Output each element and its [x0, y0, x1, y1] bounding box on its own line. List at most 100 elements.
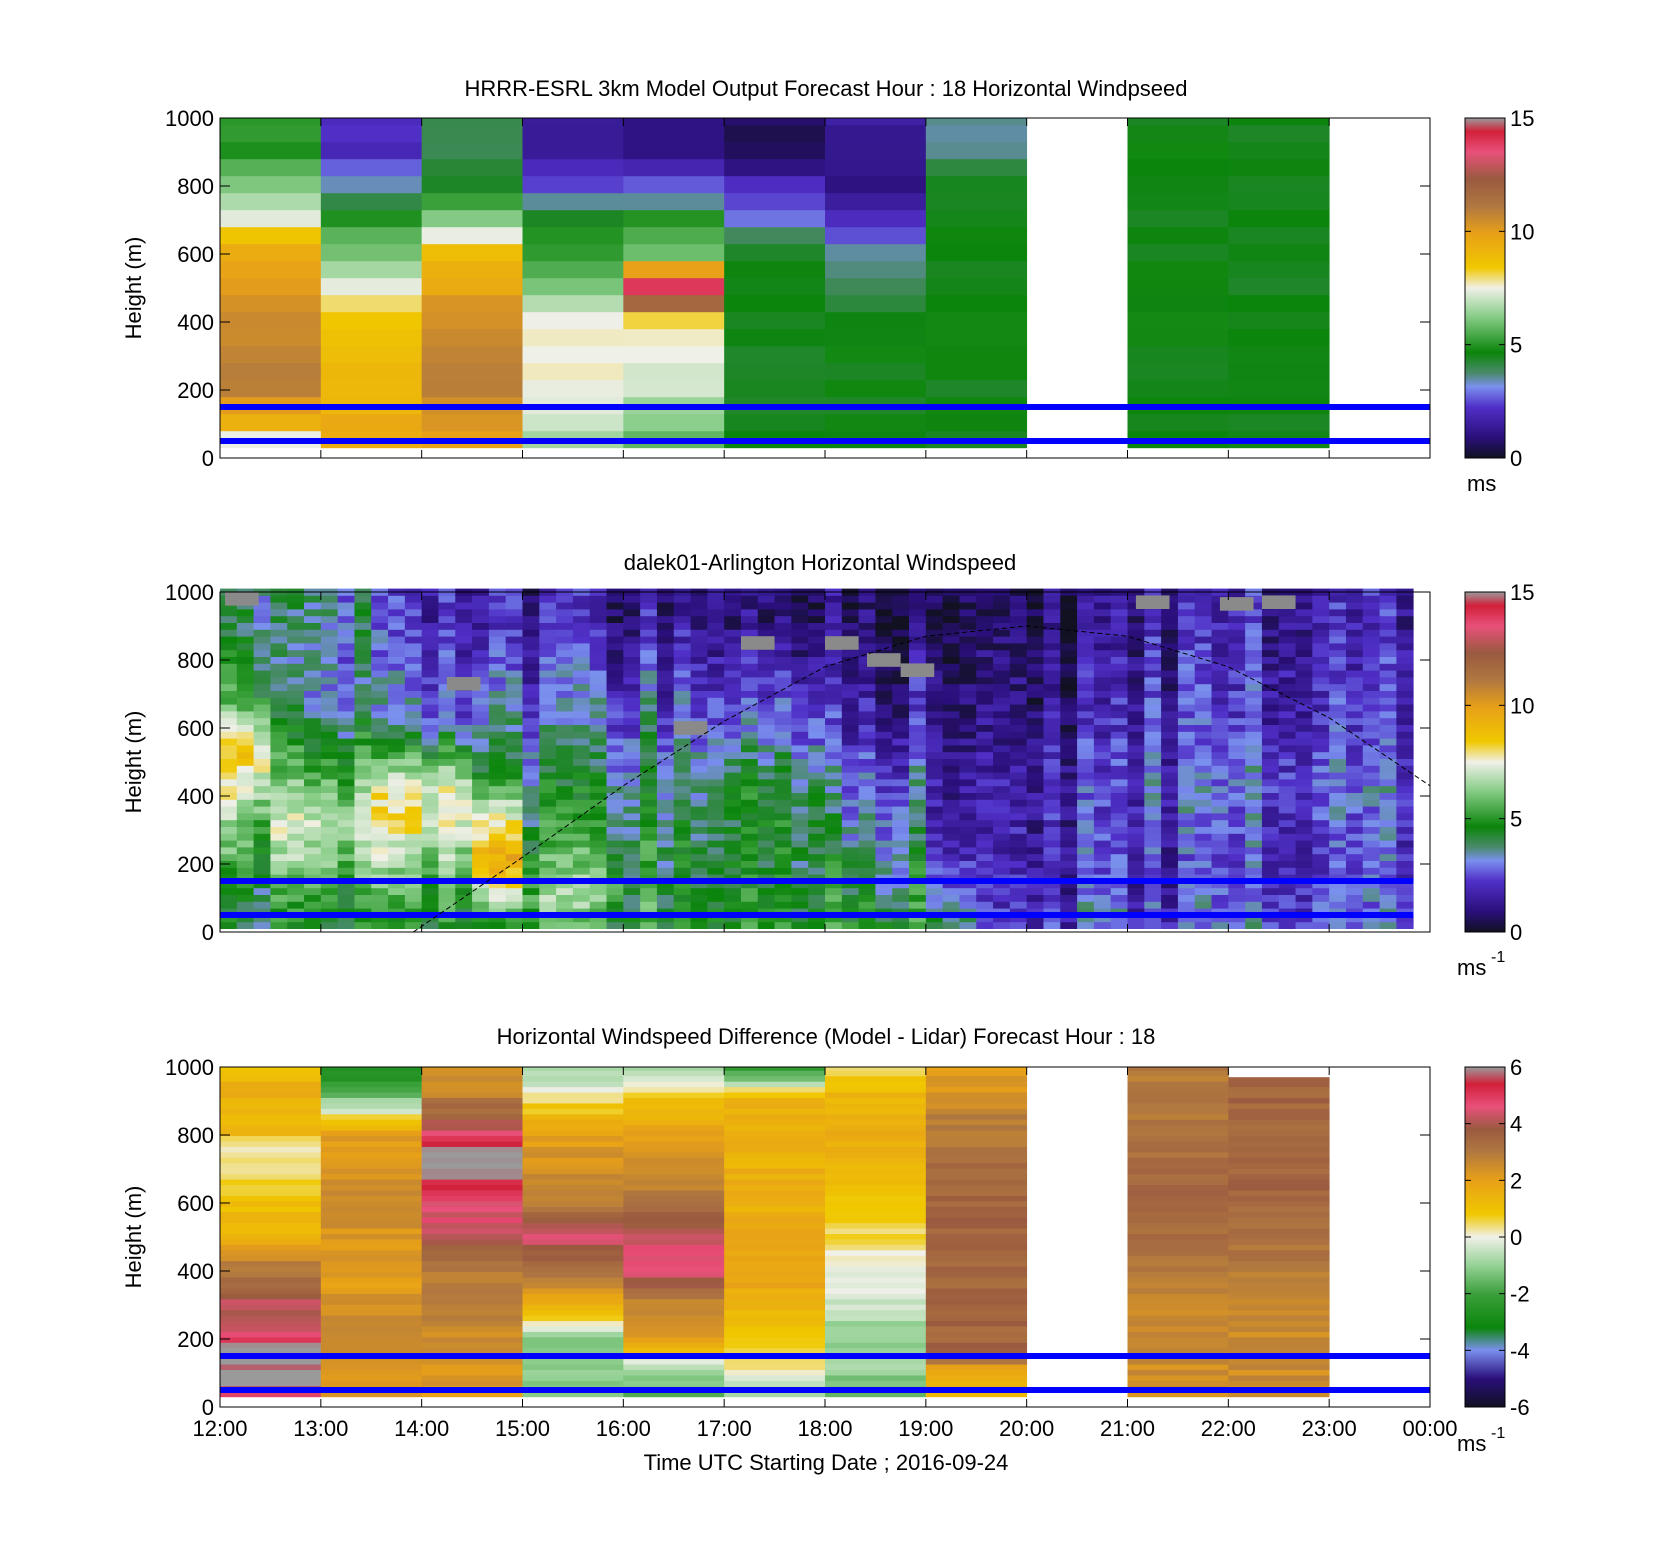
heatmap-cell — [909, 874, 927, 882]
heatmap-cell — [1345, 717, 1364, 725]
heatmap-cell — [623, 602, 641, 610]
heatmap-cell — [1161, 833, 1179, 841]
heatmap-cell — [825, 1097, 927, 1104]
panel-lidar-heatmap — [220, 588, 1414, 929]
heatmap-cell — [808, 724, 826, 732]
heatmap-cell — [1110, 690, 1128, 698]
heatmap-cell — [1329, 765, 1347, 773]
heatmap-cell — [1261, 711, 1280, 719]
heatmap-cell — [1312, 711, 1330, 719]
heatmap-cell — [740, 595, 759, 603]
heatmap-cell — [1194, 908, 1212, 916]
heatmap-cell — [724, 792, 742, 800]
heatmap-cell — [320, 1217, 423, 1224]
heatmap-cell — [421, 670, 439, 678]
heatmap-cell — [253, 785, 271, 793]
heatmap-cell — [623, 158, 725, 177]
heatmap-cell — [388, 602, 406, 610]
y-tick-label: 0 — [202, 446, 214, 471]
heatmap-cell — [875, 840, 893, 848]
heatmap-cell — [1060, 758, 1078, 766]
heatmap-cell — [1093, 887, 1112, 895]
heatmap-cell — [1026, 833, 1044, 841]
heatmap-cell — [925, 609, 944, 617]
heatmap-cell — [354, 697, 372, 705]
heatmap-cell — [354, 785, 372, 793]
heatmap-cell — [556, 731, 574, 739]
heatmap-cell — [707, 881, 725, 889]
heatmap-cell — [993, 670, 1011, 678]
heatmap-cell — [925, 772, 944, 780]
heatmap-cell — [1312, 602, 1330, 610]
heatmap-cell — [1127, 656, 1145, 664]
heatmap-cell — [875, 847, 893, 855]
heatmap-cell — [993, 724, 1011, 732]
heatmap-cell — [1211, 704, 1229, 712]
heatmap-cell — [589, 683, 607, 691]
heatmap-cell — [1009, 874, 1028, 882]
heatmap-cell — [472, 731, 490, 739]
heatmap-cell — [505, 711, 523, 719]
heatmap-cell — [656, 833, 675, 841]
heatmap-cell — [757, 792, 775, 800]
heatmap-cell — [220, 1157, 322, 1164]
heatmap-cell — [1127, 765, 1145, 773]
heatmap-cell — [925, 175, 1028, 194]
heatmap-cell — [1060, 874, 1078, 882]
heatmap-cell — [1245, 833, 1263, 841]
heatmap-cell — [959, 717, 977, 725]
heatmap-cell — [1278, 867, 1296, 875]
heatmap-cell — [925, 1141, 1028, 1147]
heatmap-cell — [522, 1293, 624, 1300]
heatmap-cell — [925, 860, 944, 868]
heatmap-cell — [724, 1217, 826, 1224]
heatmap-cell — [320, 1173, 423, 1180]
heatmap-cell — [1127, 663, 1145, 671]
heatmap-cell — [589, 656, 607, 664]
heatmap-cell — [942, 697, 960, 705]
heatmap-cell — [1127, 1217, 1229, 1224]
heatmap-cell — [925, 1124, 1028, 1131]
heatmap-cell — [354, 908, 372, 916]
heatmap-cell — [1278, 751, 1296, 759]
heatmap-cell — [505, 894, 523, 902]
heatmap-cell — [1026, 853, 1044, 861]
heatmap-cell — [993, 853, 1011, 861]
panel-lidar-title: dalek01-Arlington Horizontal Windspeed — [624, 550, 1017, 575]
heatmap-cell — [623, 1141, 725, 1147]
heatmap-cell — [1127, 1309, 1229, 1316]
heatmap-cell — [1194, 779, 1212, 787]
heatmap-cell — [623, 615, 641, 623]
heatmap-cell — [1295, 799, 1313, 807]
heatmap-cell — [337, 731, 355, 739]
heatmap-cell — [455, 874, 473, 882]
heatmap-cell — [740, 615, 759, 623]
heatmap-cell — [287, 826, 305, 834]
heatmap-cell — [220, 826, 238, 834]
heatmap-cell — [1144, 799, 1162, 807]
heatmap-cell — [724, 643, 742, 651]
heatmap-cell — [1228, 1092, 1330, 1098]
heatmap-cell — [337, 901, 355, 909]
heatmap-cell — [253, 860, 271, 868]
heatmap-cell — [841, 847, 860, 855]
heatmap-cell — [522, 1309, 624, 1316]
heatmap-cell — [724, 1336, 826, 1343]
heatmap-cell — [556, 717, 574, 725]
heatmap-cell — [993, 792, 1011, 800]
missing-cell — [900, 663, 935, 677]
heatmap-cell — [808, 717, 826, 725]
heatmap-cell — [304, 921, 322, 929]
heatmap-cell — [438, 745, 456, 753]
heatmap-cell — [404, 853, 423, 861]
heatmap-cell — [1093, 915, 1112, 923]
heatmap-cell — [825, 887, 843, 895]
heatmap-cell — [388, 813, 406, 821]
heatmap-cell — [1077, 772, 1095, 780]
heatmap-cell — [808, 779, 826, 787]
heatmap-cell — [421, 1070, 523, 1077]
heatmap-cell — [1278, 717, 1296, 725]
heatmap-cell — [1396, 881, 1414, 889]
heatmap-cell — [825, 1380, 927, 1387]
heatmap-cell — [488, 860, 507, 868]
